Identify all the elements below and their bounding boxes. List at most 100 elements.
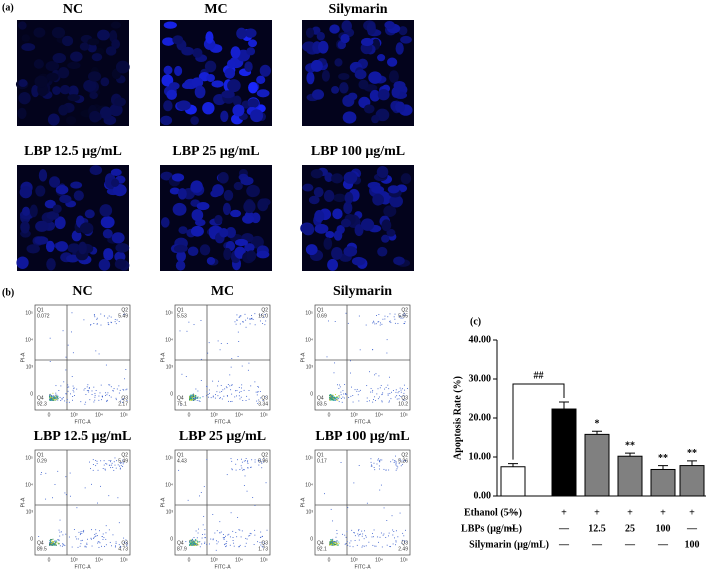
- table-cell: 25: [625, 523, 635, 534]
- event-dot: [190, 394, 192, 396]
- nucleus: [16, 256, 29, 270]
- event-dot: [190, 399, 192, 401]
- nucleus: [347, 92, 358, 101]
- nucleus: [223, 189, 234, 201]
- event-dot: [57, 543, 59, 545]
- event-dot: [374, 374, 376, 376]
- event-dot: [378, 465, 380, 467]
- event-dot: [402, 399, 404, 401]
- event-dot: [122, 463, 124, 465]
- event-dot: [49, 397, 51, 399]
- event-dot: [115, 467, 117, 469]
- event-dot: [54, 544, 56, 545]
- event-dot: [254, 324, 256, 326]
- event-dot: [212, 396, 214, 398]
- table-cell: +: [689, 507, 695, 518]
- nucleus: [100, 216, 115, 229]
- nucleus: [160, 115, 173, 126]
- nuclei: [300, 165, 412, 271]
- event-dot: [336, 397, 338, 399]
- event-dot: [238, 546, 240, 548]
- event-dot: [403, 323, 405, 325]
- event-dot: [349, 542, 351, 544]
- event-dot: [338, 398, 340, 400]
- event-dot: [362, 533, 364, 535]
- y-tick-label: 30.00: [469, 373, 492, 384]
- flow-x-tick: 10⁴: [235, 412, 243, 418]
- event-dot: [192, 399, 194, 401]
- table-cell: 100: [656, 523, 671, 534]
- event-dot: [358, 529, 360, 530]
- event-dot: [97, 535, 99, 537]
- flow-x-label: FITC-A: [74, 419, 91, 425]
- event-dot: [238, 386, 240, 388]
- event-dot: [259, 537, 261, 538]
- flow-y-tick: 0: [310, 536, 313, 542]
- event-dot: [65, 533, 67, 535]
- event-dot: [189, 540, 191, 542]
- event-dot: [239, 323, 241, 325]
- event-dot: [330, 508, 332, 510]
- event-dot: [239, 469, 241, 471]
- event-dot: [346, 531, 348, 533]
- event-dot: [45, 472, 47, 474]
- nucleus: [163, 100, 173, 112]
- event-dot: [53, 544, 55, 546]
- nucleus: [233, 181, 243, 191]
- event-dot: [90, 324, 92, 326]
- nucleus: [199, 244, 211, 256]
- event-dot: [380, 322, 381, 324]
- event-dot: [404, 313, 405, 314]
- event-dot: [221, 398, 223, 400]
- events: [178, 458, 268, 551]
- event-dot: [370, 391, 372, 393]
- event-dot: [192, 393, 194, 395]
- event-dot: [92, 469, 94, 471]
- event-dot: [116, 460, 118, 462]
- quadrant-name: Q1: [37, 307, 44, 313]
- panel-label: (a): [2, 2, 14, 13]
- event-dot: [50, 544, 52, 546]
- event-dot: [353, 532, 355, 534]
- event-dot: [250, 385, 252, 387]
- event-dot: [330, 396, 332, 398]
- event-dot: [59, 396, 61, 398]
- event-dot: [220, 397, 221, 399]
- event-dot: [332, 395, 334, 397]
- event-dot: [199, 495, 200, 497]
- flow-y-tick: 10³: [26, 509, 34, 515]
- nucleus: [89, 110, 101, 123]
- event-dot: [193, 396, 194, 398]
- image-title: LBP 12.5 μg/mL: [24, 144, 122, 159]
- event-dot: [72, 399, 73, 401]
- event-dot: [231, 460, 233, 462]
- event-dot: [375, 323, 377, 325]
- event-dot: [397, 323, 399, 325]
- event-dot: [65, 369, 67, 371]
- event-dot: [396, 398, 398, 400]
- event-dot: [394, 396, 396, 398]
- flow-x-tick: 10⁴: [375, 412, 383, 418]
- event-dot: [235, 463, 237, 465]
- event-dot: [193, 395, 195, 397]
- nucleus: [89, 165, 103, 176]
- nucleus: [339, 82, 349, 94]
- event-dot: [262, 461, 264, 463]
- event-dot: [388, 532, 390, 534]
- event-dot: [193, 543, 195, 545]
- event-dot: [93, 537, 95, 539]
- event-dot: [378, 375, 380, 377]
- event-dot: [193, 543, 195, 545]
- event-dot: [337, 399, 339, 401]
- flow-y-tick: 10³: [26, 364, 34, 370]
- event-dot: [62, 397, 64, 399]
- event-dot: [120, 400, 122, 402]
- flow-frame: [34, 449, 131, 556]
- nucleus: [171, 173, 185, 182]
- significance-mark: **: [658, 453, 668, 464]
- event-dot: [225, 535, 226, 537]
- table-cell: —: [507, 523, 519, 534]
- quadrant-name: Q2: [261, 307, 268, 313]
- event-dot: [38, 536, 40, 537]
- quadrant-percent: 2.17: [118, 401, 128, 407]
